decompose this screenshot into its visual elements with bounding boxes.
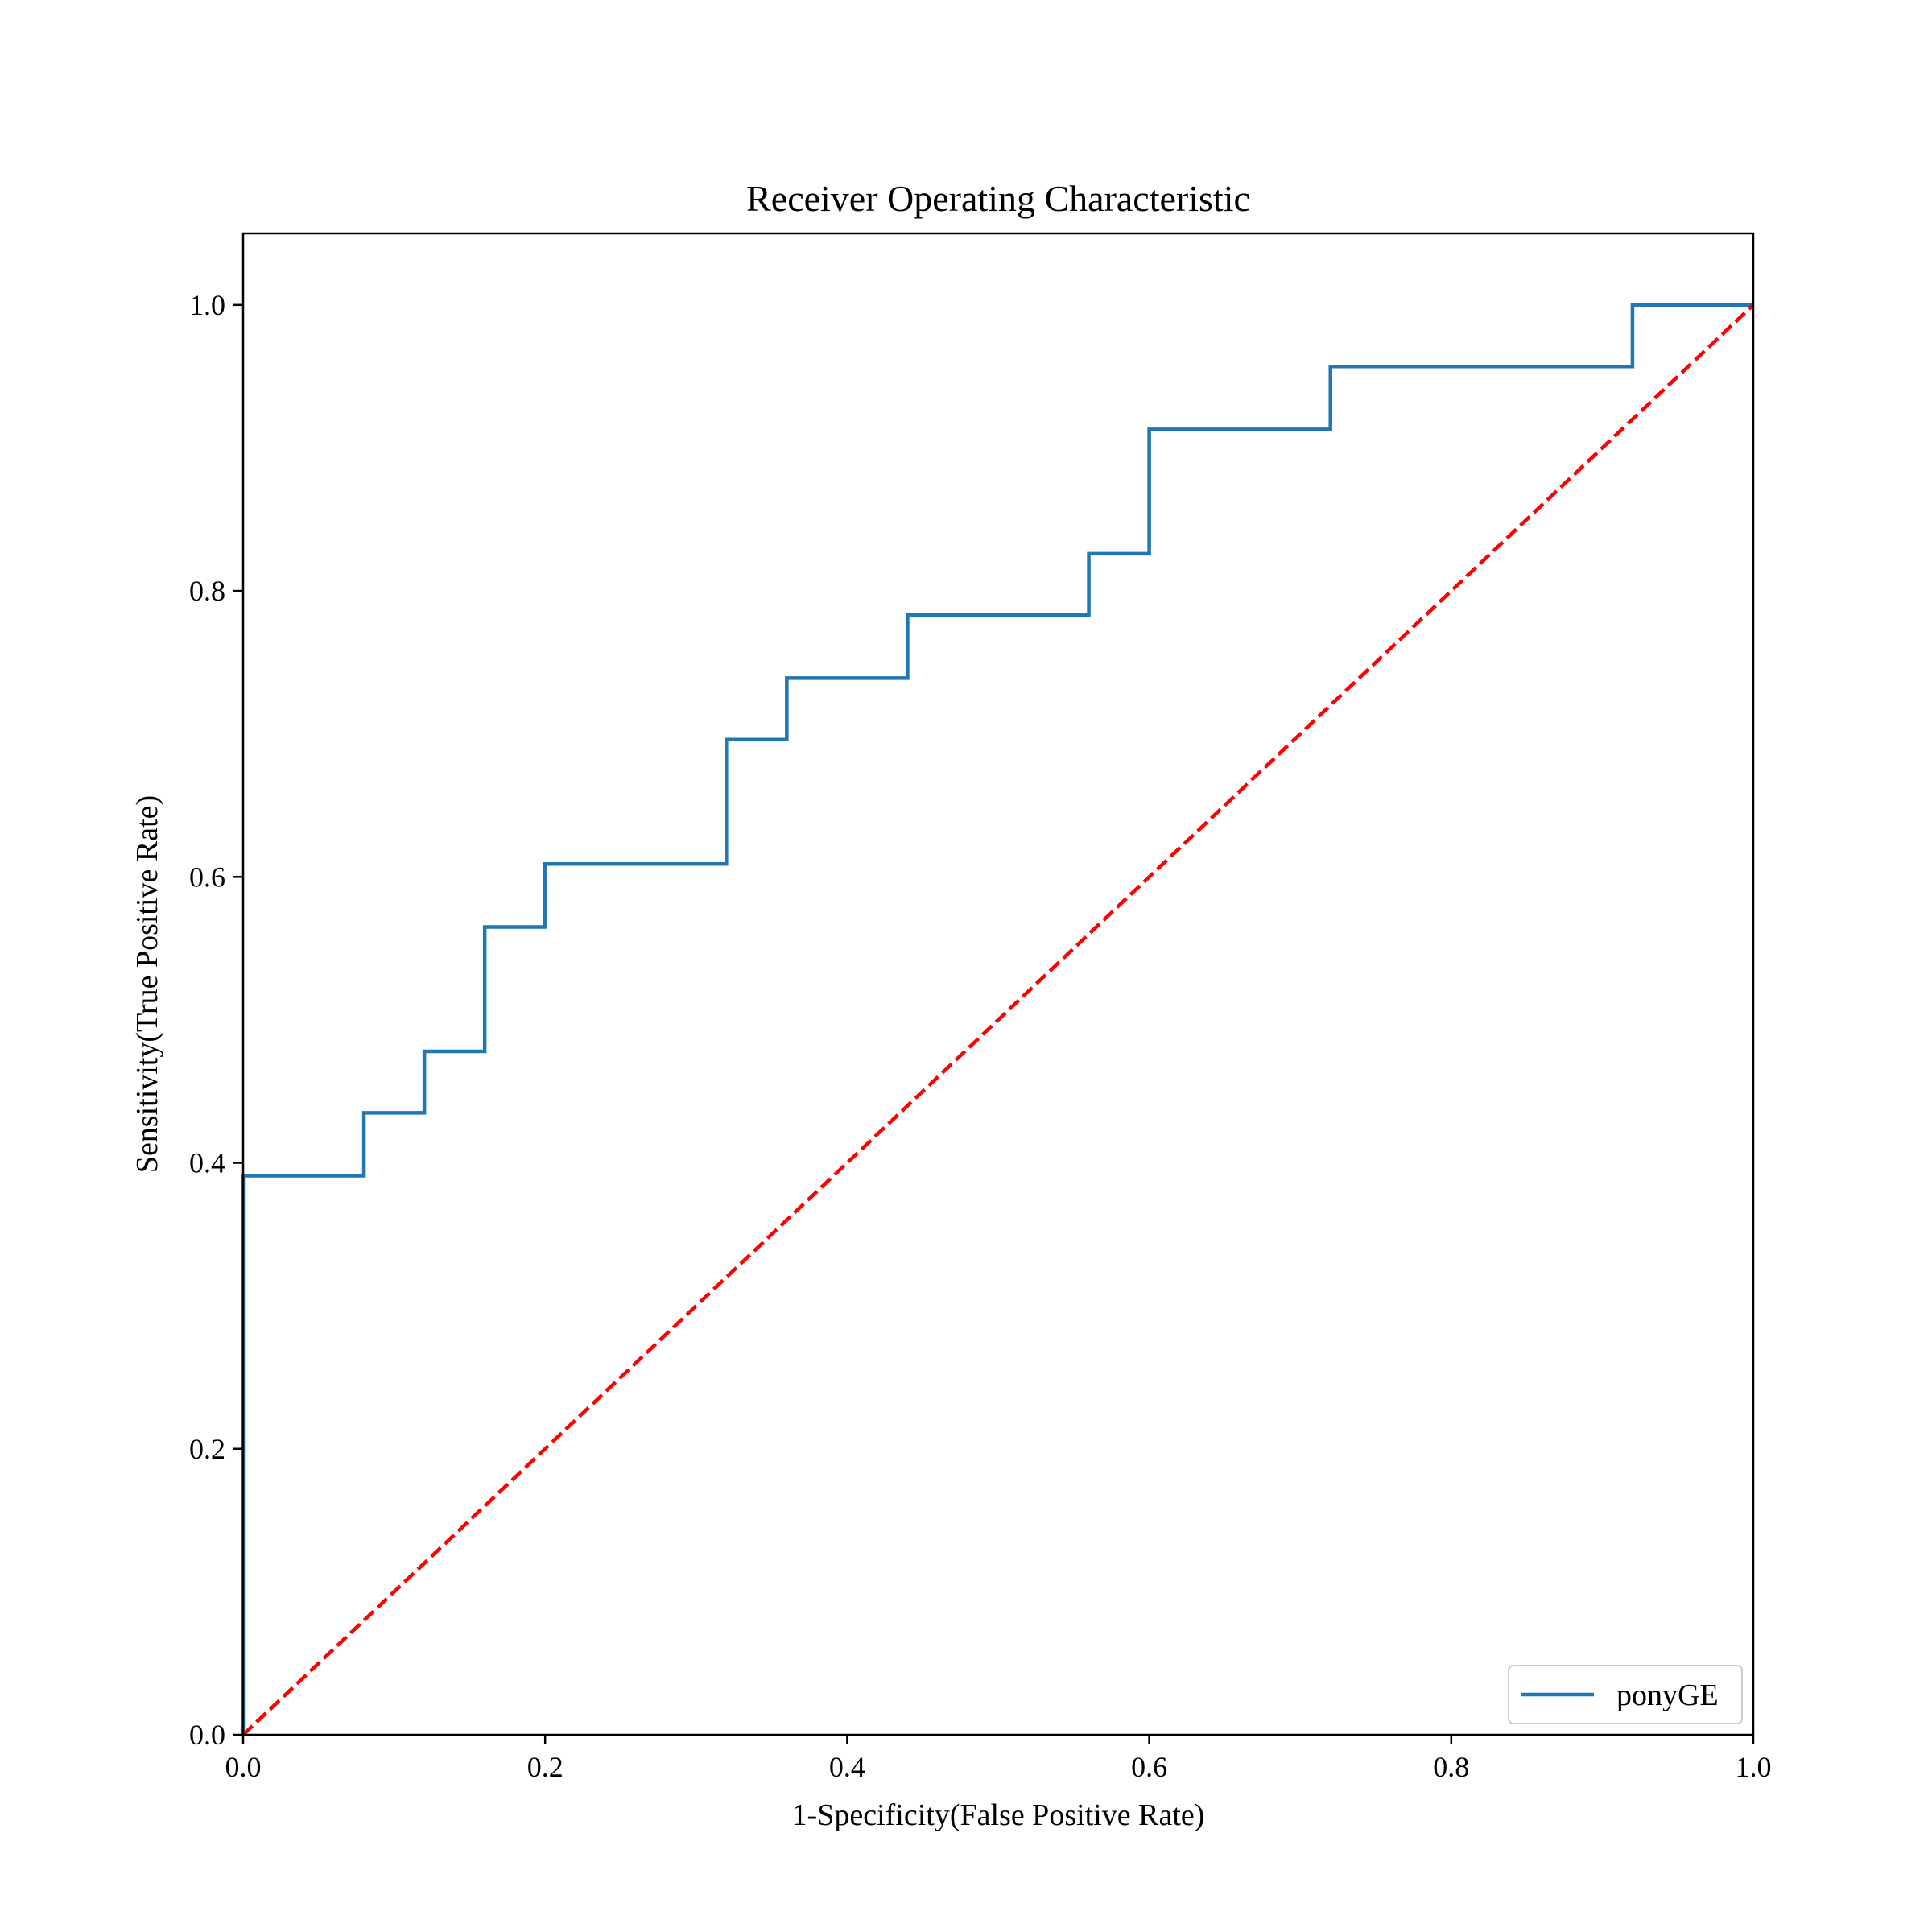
x-tick-label: 0.4 <box>829 1751 865 1783</box>
x-axis-label: 1-Specificity(False Positive Rate) <box>792 1798 1205 1832</box>
legend: ponyGE <box>1508 1665 1743 1724</box>
ticks-layer: 0.0 0.2 0.4 0.6 0.8 1.0 0.0 0.2 0.4 0.6 0.8 1.0 <box>189 289 1772 1783</box>
x-tick-label: 0.8 <box>1433 1751 1469 1783</box>
reference-diagonal-line <box>242 303 1755 1736</box>
legend-label-ponyGE: ponyGE <box>1616 1678 1719 1712</box>
y-tick-label: 0.4 <box>189 1147 225 1179</box>
y-tick-label: 0.2 <box>189 1433 225 1465</box>
y-tick-label: 0.0 <box>189 1719 225 1751</box>
x-tick-label: 1.0 <box>1736 1751 1772 1783</box>
legend-box <box>1508 1665 1743 1724</box>
x-tick-label: 0.2 <box>527 1751 564 1783</box>
y-axis-label: Sensitivity(True Positive Rate) <box>130 795 164 1173</box>
series-layer <box>241 303 1755 1736</box>
x-tick-label: 0.6 <box>1131 1751 1167 1783</box>
y-tick-label: 0.6 <box>189 861 225 893</box>
y-tick-label: 1.0 <box>189 289 225 321</box>
series-line-ponyGE <box>241 303 1753 1735</box>
plot-frame <box>242 232 1755 1736</box>
chart-title: Receiver Operating Characteristic <box>746 178 1250 219</box>
x-tick-label: 0.0 <box>225 1751 262 1783</box>
y-tick-label: 0.8 <box>189 575 225 607</box>
